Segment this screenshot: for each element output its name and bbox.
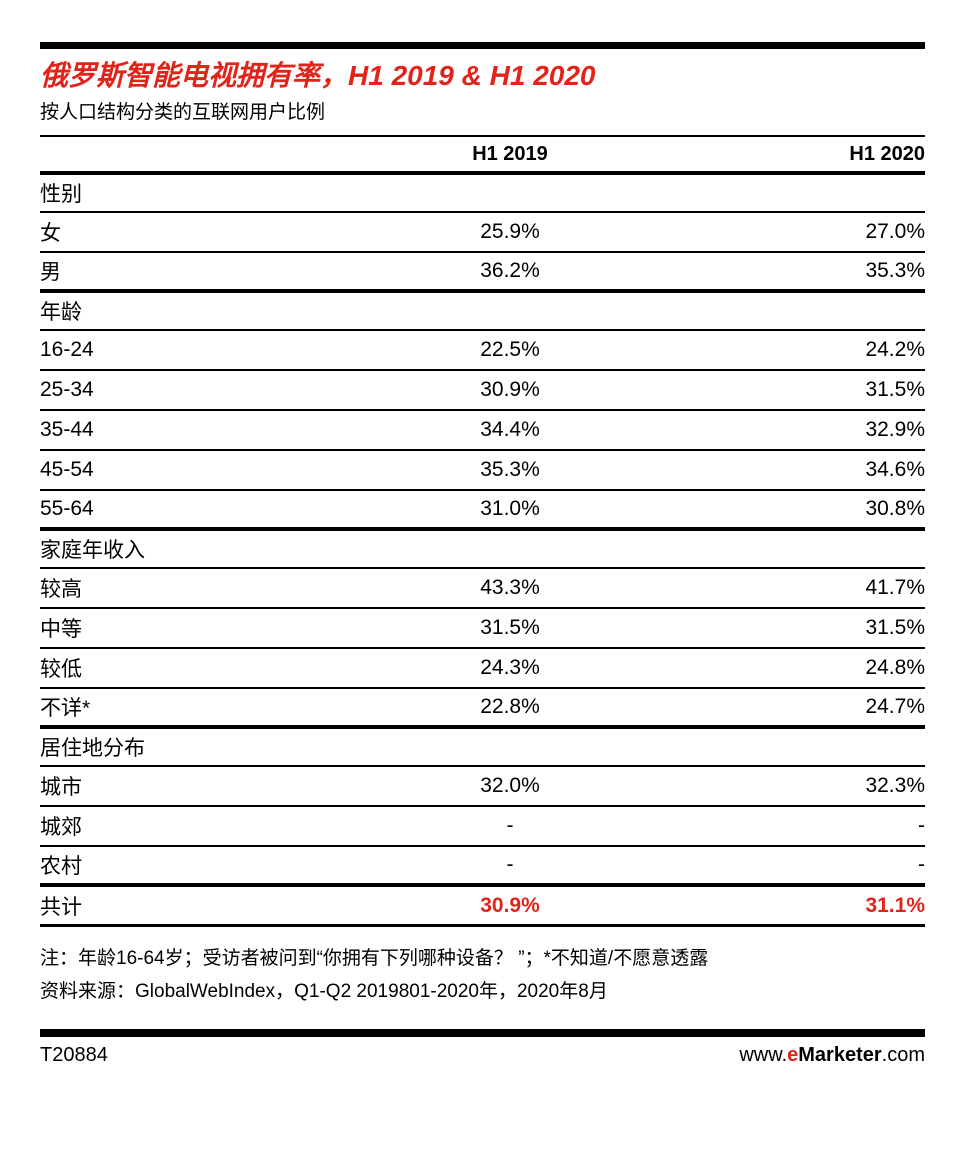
section-label: 家庭年收入 bbox=[40, 539, 145, 562]
footnotes: 注：年龄16-64岁；受访者被问到“你拥有下列哪种设备？ ”；*不知道/不愿意透… bbox=[40, 942, 925, 1008]
section-label: 居住地分布 bbox=[40, 737, 145, 760]
value-2019: 35.3% bbox=[480, 458, 540, 481]
value-2020: 31.5% bbox=[865, 616, 925, 639]
table-row: 不详* 22.8% 24.7% bbox=[40, 689, 925, 729]
section-row-residence: 居住地分布 bbox=[40, 729, 925, 767]
total-value-2019: 30.9% bbox=[480, 893, 540, 917]
chart-page: 俄罗斯智能电视拥有率，H1 2019 & H1 2020 按人口结构分类的互联网… bbox=[40, 42, 925, 1067]
row-label: 45-54 bbox=[40, 458, 94, 481]
emarketer-name: Marketer bbox=[798, 1044, 882, 1066]
total-label: 共计 bbox=[40, 895, 82, 919]
bottom-rule bbox=[40, 1029, 925, 1037]
value-2019: - bbox=[506, 853, 514, 876]
table-row: 16-24 22.5% 24.2% bbox=[40, 331, 925, 371]
table-row: 35-44 34.4% 32.9% bbox=[40, 411, 925, 451]
value-2020: 24.8% bbox=[865, 656, 925, 679]
row-label: 16-24 bbox=[40, 338, 94, 361]
total-value-2020: 31.1% bbox=[865, 893, 925, 917]
value-2020: 24.2% bbox=[865, 338, 925, 361]
row-label: 35-44 bbox=[40, 418, 94, 441]
value-2019: 25.9% bbox=[480, 220, 540, 243]
chart-id: T20884 bbox=[40, 1044, 108, 1066]
chart-title: 俄罗斯智能电视拥有率，H1 2019 & H1 2020 bbox=[40, 60, 596, 91]
table-row: 55-64 31.0% 30.8% bbox=[40, 491, 925, 531]
value-2019: 36.2% bbox=[480, 259, 540, 282]
table-row: 较高 43.3% 41.7% bbox=[40, 569, 925, 609]
value-2020: 35.3% bbox=[865, 259, 925, 282]
chart-subtitle: 按人口结构分类的互联网用户比例 bbox=[40, 102, 326, 123]
table-row: 25-34 30.9% 31.5% bbox=[40, 371, 925, 411]
table-row: 女 25.9% 27.0% bbox=[40, 213, 925, 253]
value-2020: 32.9% bbox=[865, 418, 925, 441]
emarketer-url: www.eMarketer.com bbox=[739, 1044, 925, 1067]
value-2019: 32.0% bbox=[480, 774, 540, 797]
table-row: 城郊 - - bbox=[40, 807, 925, 847]
row-label: 男 bbox=[40, 261, 61, 284]
table-row: 城市 32.0% 32.3% bbox=[40, 767, 925, 807]
row-label: 女 bbox=[40, 222, 61, 245]
column-header-2020: H1 2020 bbox=[849, 142, 925, 165]
source-text: 资料来源：GlobalWebIndex，Q1-Q2 2019801-2020年，… bbox=[40, 981, 608, 1002]
footer: T20884 www.eMarketer.com bbox=[40, 1044, 925, 1067]
table-row: 45-54 35.3% 34.6% bbox=[40, 451, 925, 491]
total-row: 共计 30.9% 31.1% bbox=[40, 887, 925, 927]
value-2019: 31.0% bbox=[480, 497, 540, 520]
www-prefix: www. bbox=[739, 1044, 788, 1066]
section-label: 性别 bbox=[40, 183, 82, 206]
value-2020: 31.5% bbox=[865, 378, 925, 401]
note-text: 注：年龄16-64岁；受访者被问到“你拥有下列哪种设备？ ”；*不知道/不愿意透… bbox=[40, 948, 709, 969]
section-label: 年龄 bbox=[40, 301, 82, 324]
value-2019: 43.3% bbox=[480, 576, 540, 599]
value-2019: 30.9% bbox=[480, 378, 540, 401]
row-label: 农村 bbox=[40, 855, 82, 878]
value-2020: 30.8% bbox=[865, 497, 925, 520]
column-header-2019: H1 2019 bbox=[472, 142, 548, 165]
value-2020: 34.6% bbox=[865, 458, 925, 481]
com-suffix: .com bbox=[881, 1044, 925, 1066]
row-label: 较高 bbox=[40, 578, 82, 601]
row-label: 55-64 bbox=[40, 497, 94, 520]
value-2019: 24.3% bbox=[480, 656, 540, 679]
row-label: 25-34 bbox=[40, 378, 94, 401]
top-rule bbox=[40, 42, 925, 49]
section-row-age: 年龄 bbox=[40, 293, 925, 331]
row-label: 城郊 bbox=[40, 816, 82, 839]
value-2020: 24.7% bbox=[865, 695, 925, 718]
table-row: 男 36.2% 35.3% bbox=[40, 253, 925, 293]
section-row-gender: 性别 bbox=[40, 175, 925, 213]
table-row: 农村 - - bbox=[40, 847, 925, 887]
table-header-row: H1 2019 H1 2020 bbox=[40, 135, 925, 175]
value-2019: 34.4% bbox=[480, 418, 540, 441]
section-row-income: 家庭年收入 bbox=[40, 531, 925, 569]
value-2020: 27.0% bbox=[865, 220, 925, 243]
row-label: 城市 bbox=[40, 776, 82, 799]
value-2019: 22.8% bbox=[480, 695, 540, 718]
data-table: H1 2019 H1 2020 性别 女 25.9% 27.0% 男 36.2%… bbox=[40, 135, 925, 927]
table-row: 中等 31.5% 31.5% bbox=[40, 609, 925, 649]
row-label: 不详* bbox=[40, 697, 91, 720]
row-label: 中等 bbox=[40, 618, 82, 641]
emarketer-e: e bbox=[787, 1044, 799, 1066]
value-2019: - bbox=[506, 814, 514, 837]
value-2019: 22.5% bbox=[480, 338, 540, 361]
row-label: 较低 bbox=[40, 658, 82, 681]
value-2019: 31.5% bbox=[480, 616, 540, 639]
table-row: 较低 24.3% 24.8% bbox=[40, 649, 925, 689]
value-2020: 32.3% bbox=[865, 774, 925, 797]
value-2020: 41.7% bbox=[865, 576, 925, 599]
value-2020: - bbox=[918, 853, 925, 876]
value-2020: - bbox=[918, 814, 925, 837]
